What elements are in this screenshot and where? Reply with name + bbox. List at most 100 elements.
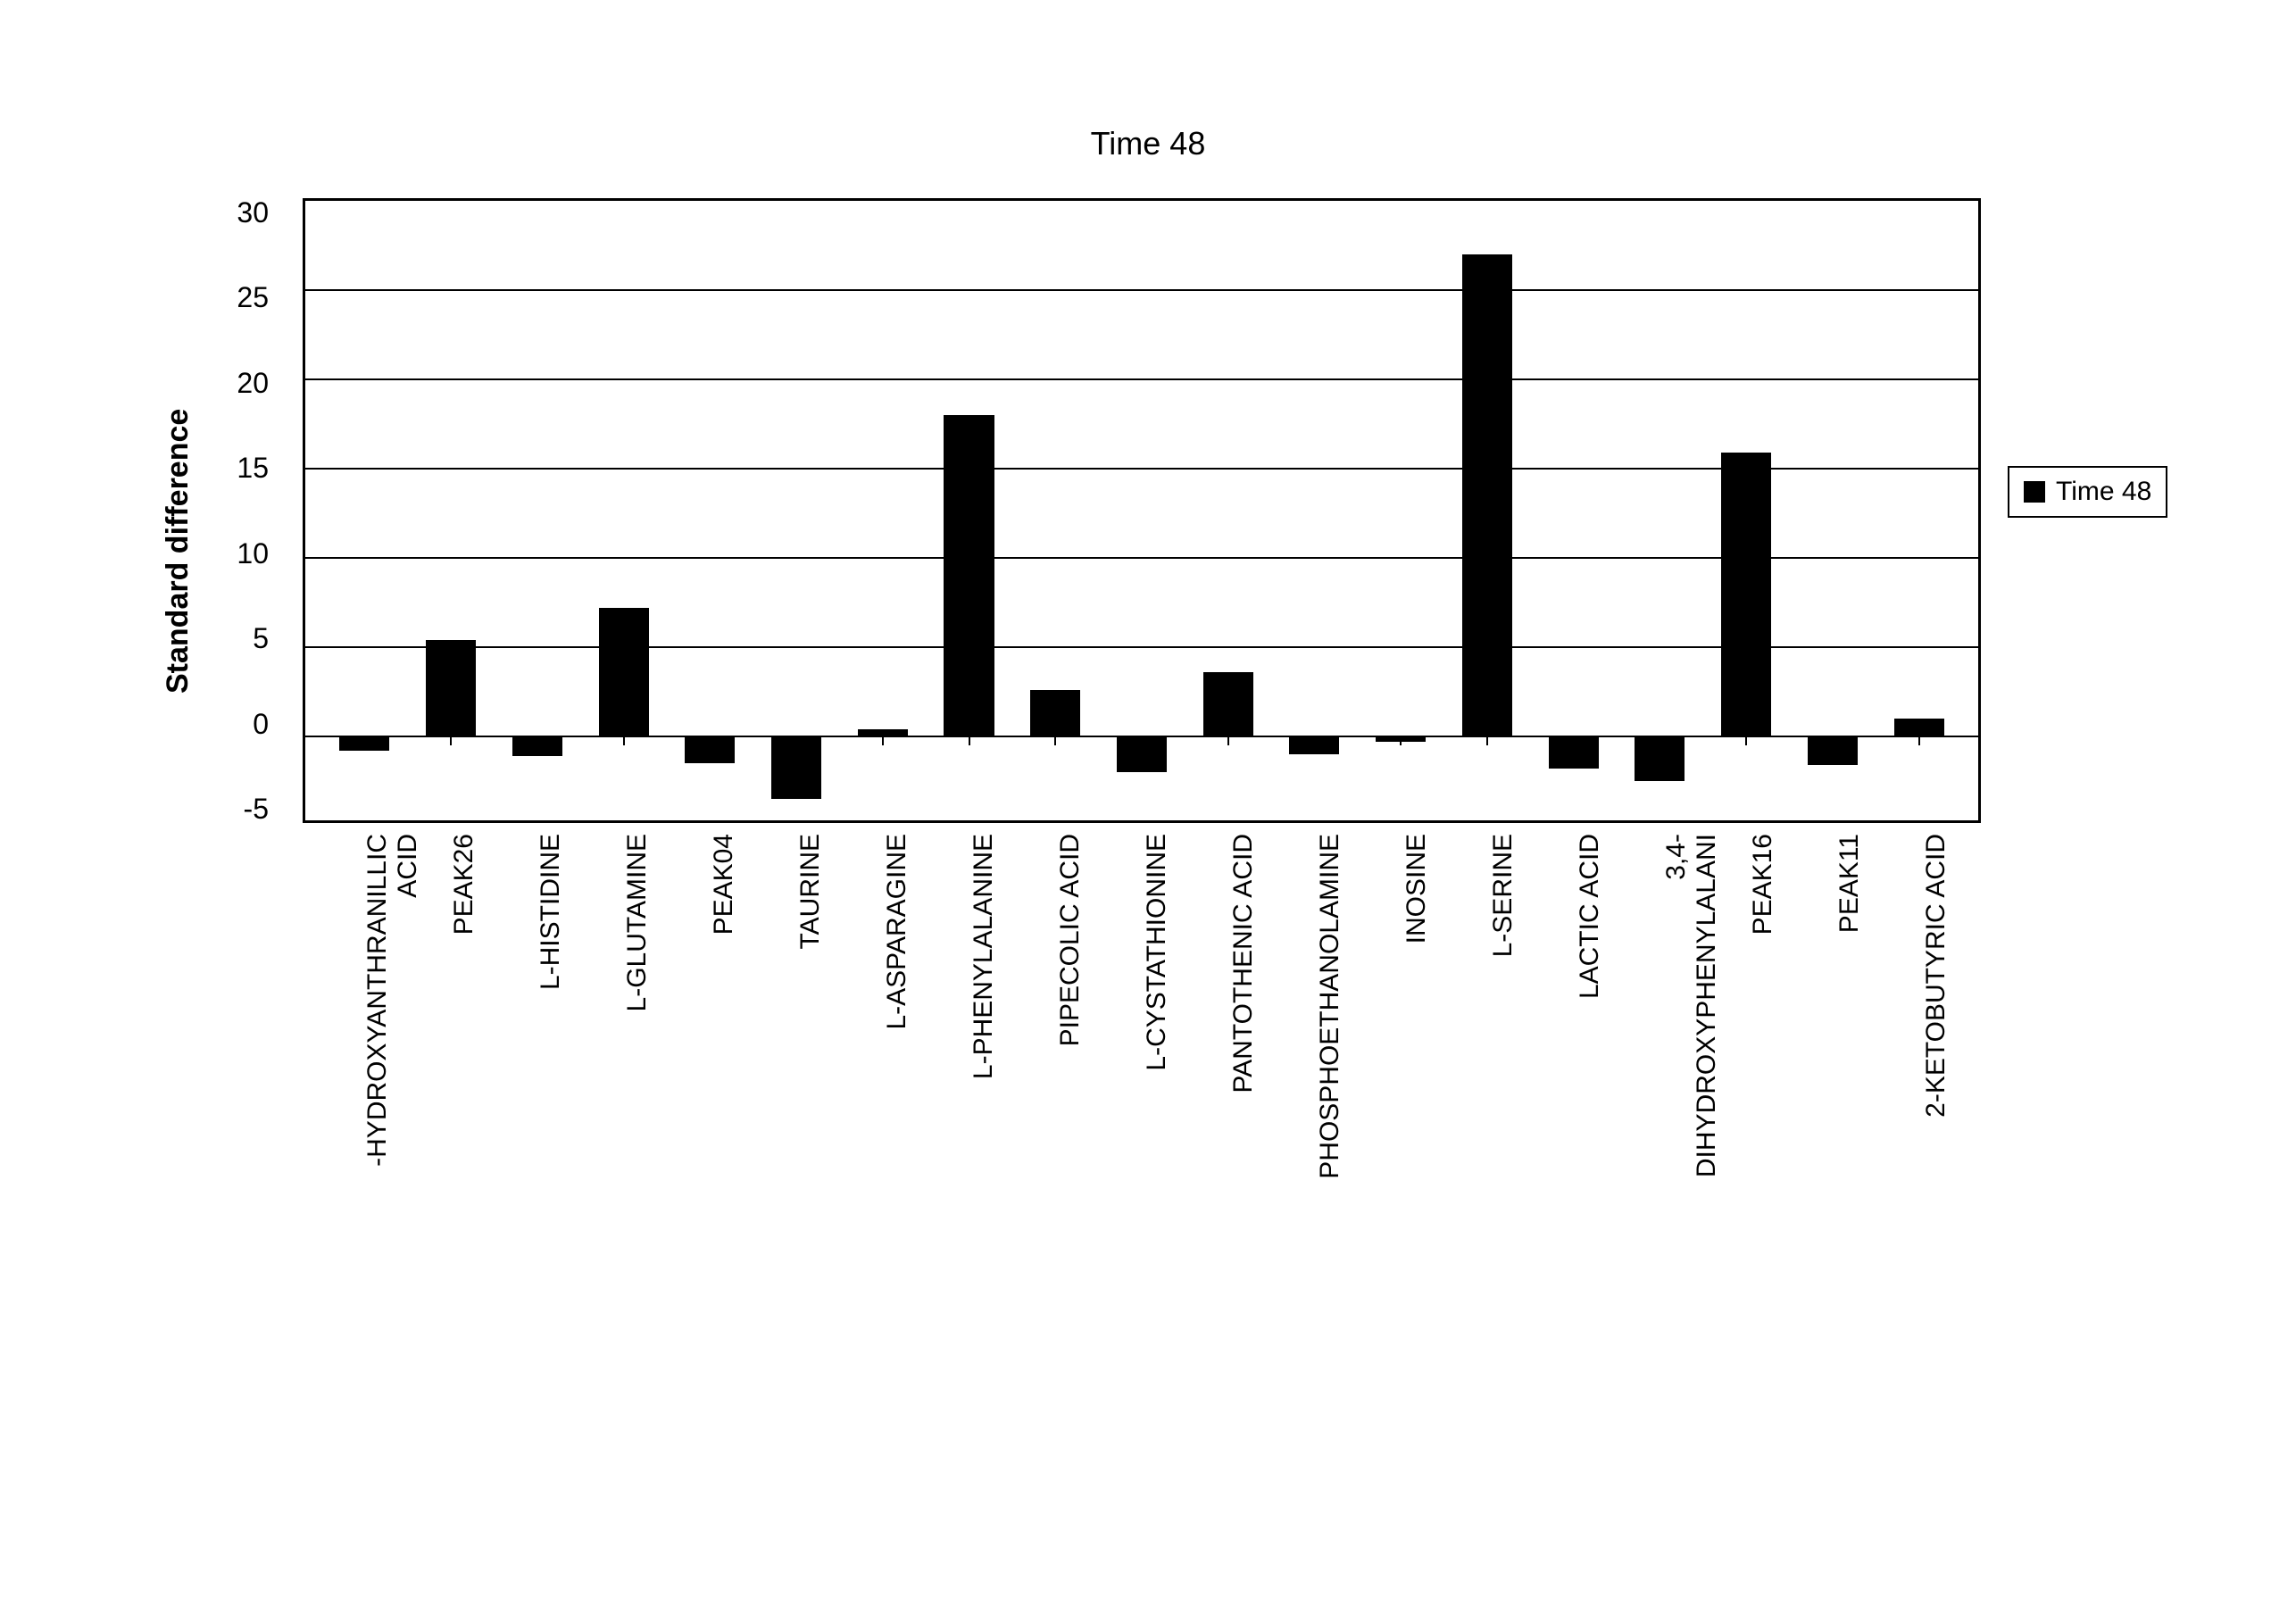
x-tick-mark [1573,736,1575,745]
x-label-slot: LACTIC ACID [1532,834,1618,1459]
x-axis-labels: -HYDROXYANTHRANILLIC ACID PEAK26 L-HISTIDI… [303,834,1981,1459]
x-label-slot: PIPECOLIC ACID [1011,834,1098,1459]
bar-slot [1617,201,1703,820]
x-label-slot: PEAK11 [1792,834,1878,1459]
gridline [305,289,1978,291]
bar [426,640,476,736]
x-axis-label: INOSINE [1402,834,1432,944]
bar [599,608,649,736]
bar [944,415,994,736]
gridline [305,468,1978,470]
bar-slot [1789,201,1876,820]
x-label-slot: INOSINE [1359,834,1445,1459]
y-axis-ticks: 302520151050-5 [222,198,276,823]
x-axis-label: PEAK16 [1748,834,1778,935]
x-tick-mark [1486,736,1488,745]
x-tick-mark [1400,736,1402,745]
x-axis-label: PEAK26 [449,834,479,935]
legend-label: Time 48 [2056,477,2151,507]
x-axis-label: L-PHENYLALANINE [969,834,999,1079]
gridline [305,646,1978,648]
page-root: Time 48 Standard difference 30 25 20 15 10 5 0… [0,0,2296,1613]
x-label-slot: -HYDROXYANTHRANILLIC ACID [319,834,405,1459]
x-axis-label: L-SERINE [1488,834,1518,957]
bar [1894,719,1944,736]
bar-slot [926,201,1012,820]
bar [771,736,821,799]
bar-slot [839,201,926,820]
y-tick-label: 0 [253,710,269,738]
y-tick-label: 25 [237,283,269,312]
x-label-slot: TAURINE [752,834,838,1459]
x-axis-label: L-CYSTATHIONINE [1142,834,1172,1071]
gridline [305,557,1978,559]
x-label-slot: PEAK16 [1705,834,1792,1459]
bar-slot [753,201,840,820]
x-axis-label: PHOSPHOETHANOLAMINE [1315,834,1345,1179]
bar [1721,453,1771,736]
x-label-slot: 2-KETOBUTYRIC ACID [1878,834,1965,1459]
x-axis-label: PEAK04 [709,834,739,935]
x-axis-label: PEAK11 [1834,834,1865,933]
bar-slot [1703,201,1790,820]
x-axis-label: L-ASPARAGINE [882,834,912,1030]
x-tick-mark [1227,736,1229,745]
x-axis-label: PANTOTHENIC ACID [1228,834,1259,1093]
bar-slot [1358,201,1444,820]
x-tick-mark [1745,736,1747,745]
y-tick-label: 20 [237,369,269,397]
bars-container [305,201,1978,820]
x-tick-mark [709,736,711,745]
legend-swatch-icon [2024,481,2045,503]
bar [1030,690,1080,736]
x-label-slot: L-SERINE [1445,834,1532,1459]
bar-slot [1530,201,1617,820]
x-tick-mark [1918,736,1920,745]
x-axis-label: L-HISTIDINE [536,834,566,990]
x-axis-label: 2-KETOBUTYRIC ACID [1921,834,1951,1118]
x-axis-label: L-GLUTAMINE [622,834,653,1011]
x-label-slot: 3,4- DIHYDROXYPHENYLALANI [1618,834,1705,1459]
y-tick-label: 15 [237,453,269,482]
chart-row: Standard difference 302520151050-5 -HYDR… [54,198,2242,1459]
x-tick-mark [1832,736,1834,745]
x-label-slot: PANTOTHENIC ACID [1185,834,1271,1459]
x-label-slot: PHOSPHOETHANOLAMINE [1272,834,1359,1459]
bar [1462,254,1512,736]
x-axis-label: TAURINE [795,834,826,949]
y-axis-title: Standard difference [161,305,195,796]
x-tick-mark [882,736,884,745]
x-tick-mark [623,736,625,745]
bar [1203,672,1253,736]
y-tick-label: 10 [237,539,269,568]
x-label-slot: L-PHENYLALANINE [925,834,1011,1459]
x-label-slot: L-GLUTAMINE [578,834,665,1459]
bar-slot [1876,201,1962,820]
bar-slot [408,201,495,820]
y-tick-label: 5 [253,624,269,653]
bar-slot [580,201,667,820]
bar-slot [1185,201,1271,820]
bar-slot [1444,201,1531,820]
x-label-slot: L-HISTIDINE [492,834,578,1459]
bar-slot [321,201,408,820]
bar-slot [494,201,580,820]
x-tick-mark [1141,736,1143,745]
x-label-slot: L-ASPARAGINE [838,834,925,1459]
x-tick-mark [1054,736,1056,745]
y-tick-label: 30 [237,198,269,227]
bar-slot [1099,201,1185,820]
x-tick-mark [363,736,365,745]
x-tick-mark [795,736,797,745]
x-tick-mark [450,736,452,745]
x-tick-mark [969,736,970,745]
x-tick-mark [1659,736,1660,745]
x-label-slot: L-CYSTATHIONINE [1098,834,1185,1459]
bar-slot [1271,201,1358,820]
plot-area [303,198,1981,823]
plot-wrap: -HYDROXYANTHRANILLIC ACID PEAK26 L-HISTIDI… [303,198,1981,1459]
x-label-slot: PEAK26 [405,834,492,1459]
gridline [305,378,1978,380]
legend: Time 48 [2008,466,2167,518]
bar-slot [667,201,753,820]
